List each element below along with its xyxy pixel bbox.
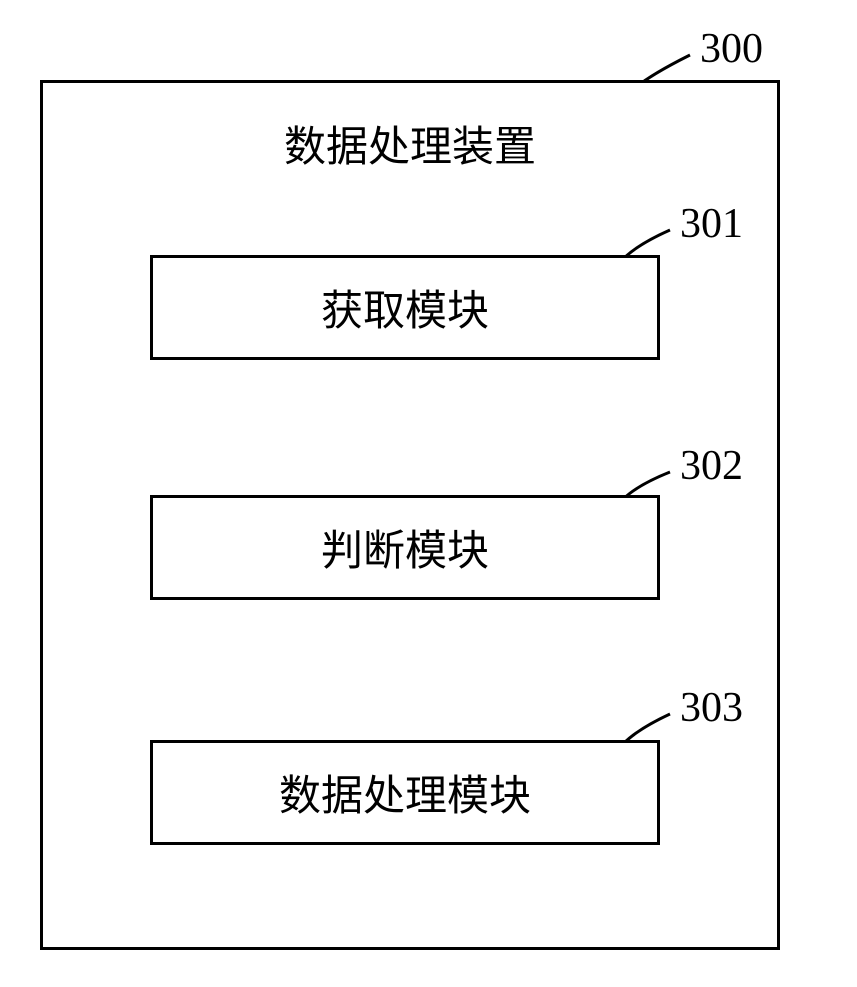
module-3-box: 数据处理模块 [150,740,660,845]
module-3-label: 数据处理模块 [279,762,531,823]
